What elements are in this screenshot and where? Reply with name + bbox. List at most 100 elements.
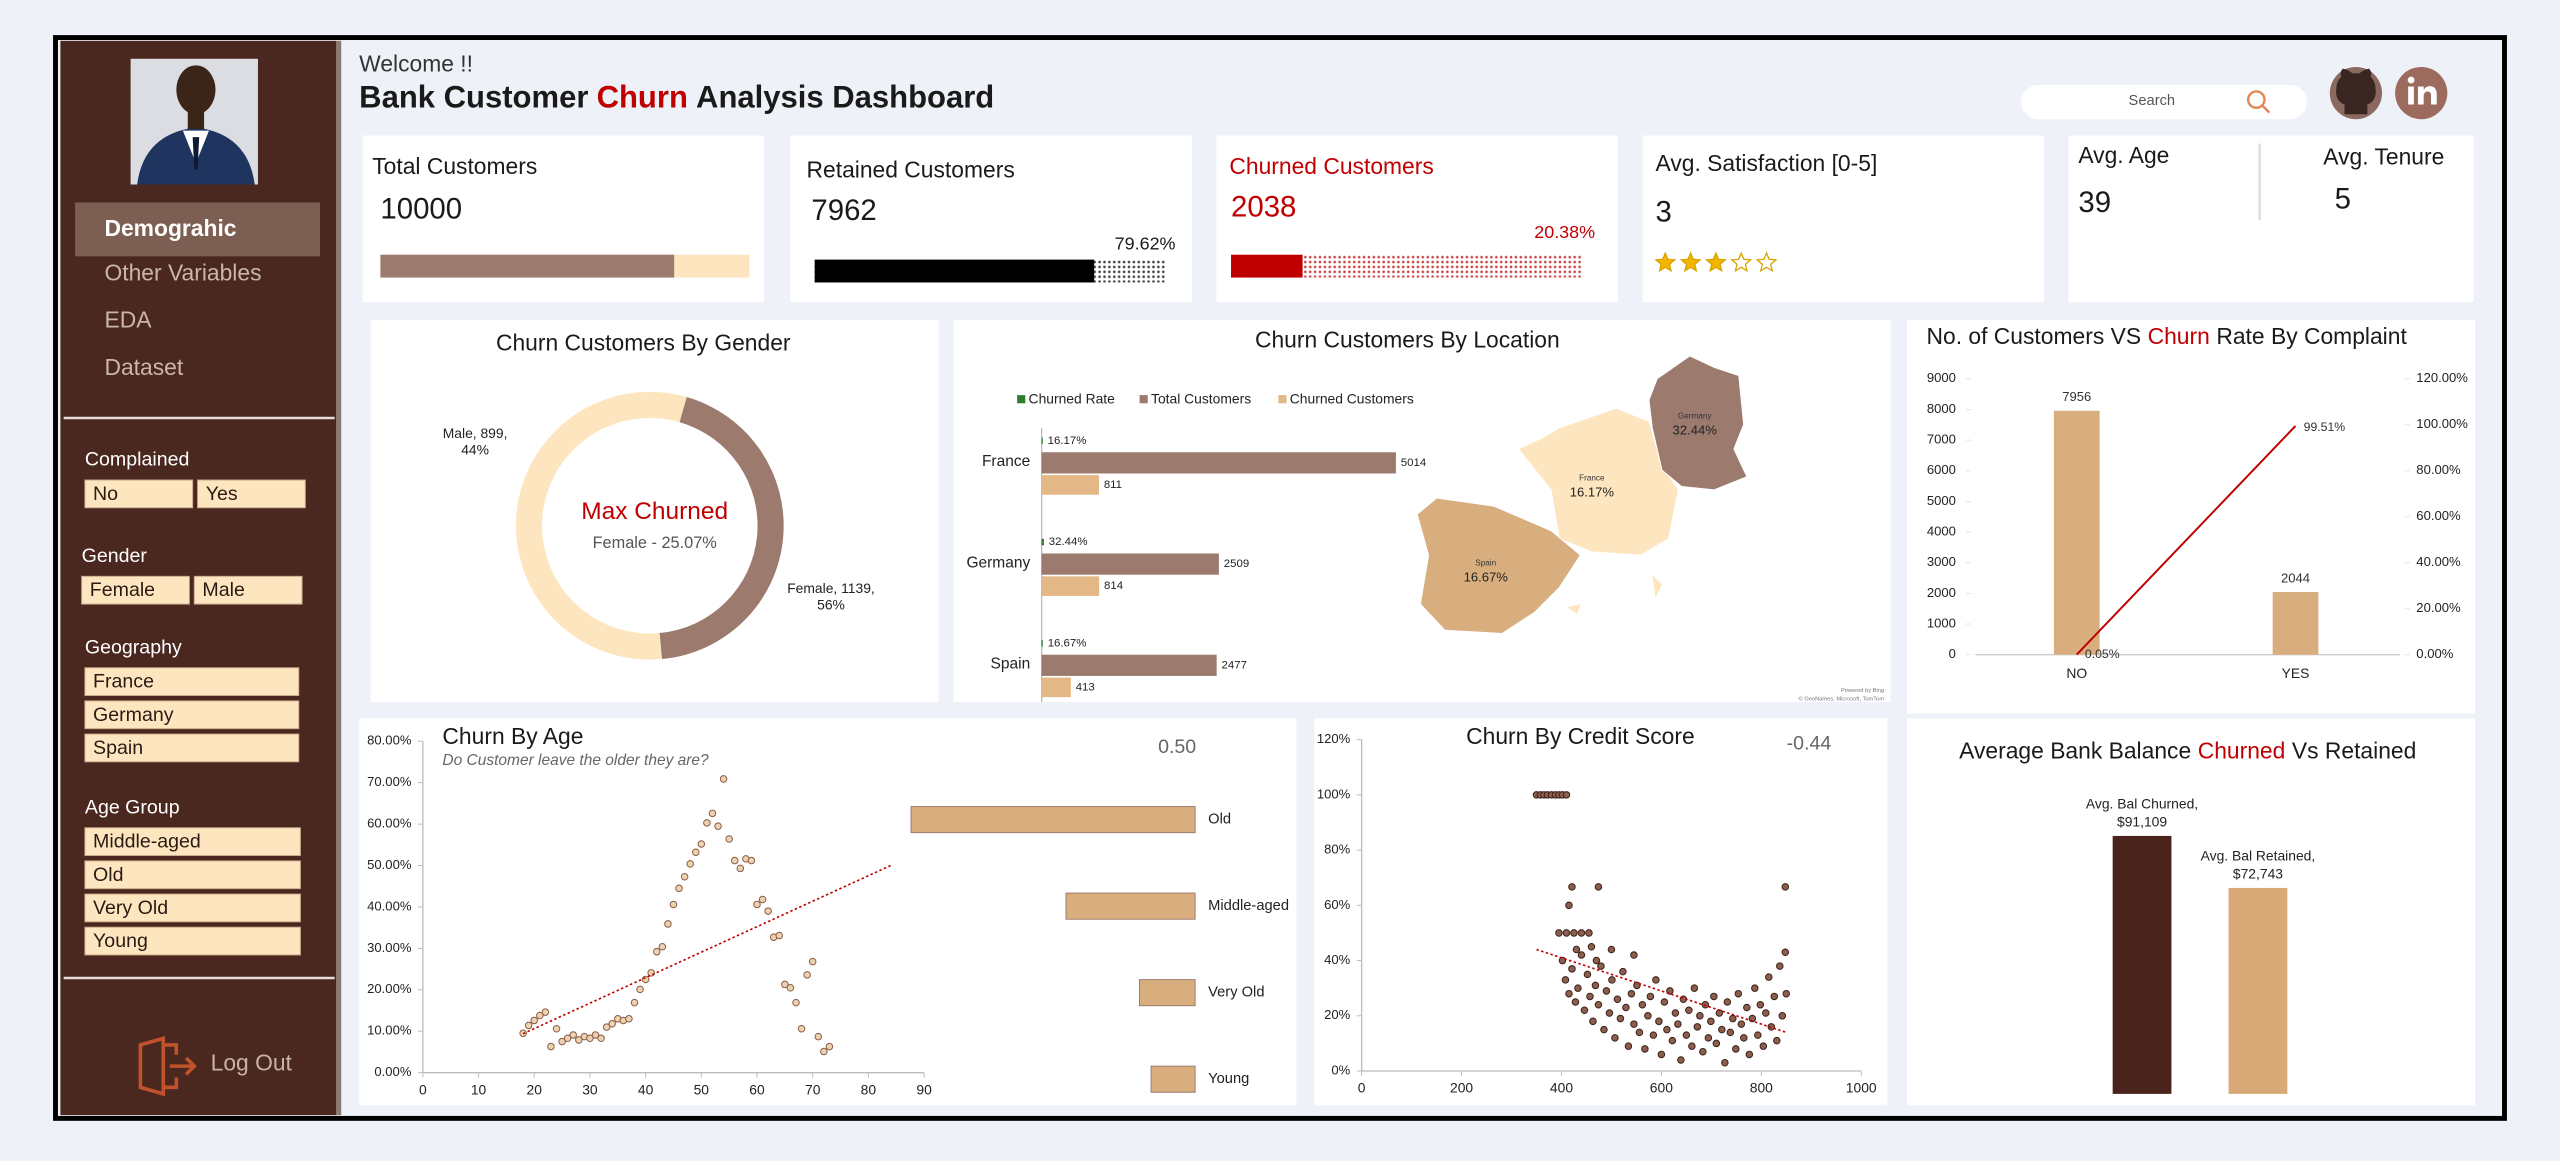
welcome-text: Welcome !! bbox=[359, 50, 473, 76]
scatter-point bbox=[1600, 1025, 1608, 1034]
filter-button[interactable] bbox=[84, 860, 301, 890]
y-tick-label: 4000 bbox=[1927, 524, 1956, 539]
scatter-point bbox=[786, 983, 795, 992]
scatter-point bbox=[1638, 1000, 1647, 1009]
scatter-point bbox=[1732, 1045, 1740, 1053]
filter-option[interactable]: No bbox=[93, 483, 118, 505]
map-label: France bbox=[1579, 474, 1605, 483]
logout-icon[interactable] bbox=[138, 1035, 197, 1097]
filter-button[interactable] bbox=[84, 667, 300, 697]
filter-option[interactable]: France bbox=[93, 671, 154, 693]
filter-button[interactable] bbox=[84, 926, 301, 956]
x-tick-label: 60 bbox=[749, 1081, 765, 1097]
scatter-point bbox=[608, 1020, 616, 1028]
scatter-point bbox=[1605, 1009, 1614, 1017]
x-tick-label: 30 bbox=[582, 1081, 598, 1097]
scatter-point bbox=[1770, 992, 1779, 1001]
rate-line bbox=[2076, 425, 2297, 656]
y2-tick-label: 60.00% bbox=[2416, 508, 2461, 523]
scatter-point bbox=[797, 1024, 806, 1033]
search-box[interactable] bbox=[2021, 84, 2307, 120]
kpi-bar bbox=[380, 254, 675, 278]
scatter-point bbox=[775, 931, 784, 940]
scatter-point bbox=[1611, 1034, 1619, 1042]
kpi-percent: 20.38% bbox=[1534, 222, 1595, 242]
chart-card bbox=[1906, 320, 2476, 714]
filter-button[interactable] bbox=[84, 827, 301, 857]
chart-card bbox=[1314, 718, 1888, 1106]
map-value: 16.67% bbox=[1464, 569, 1509, 584]
y-tick-label: 0 bbox=[1949, 646, 1956, 661]
scatter-point bbox=[1677, 1056, 1685, 1064]
legend-swatch bbox=[1139, 395, 1148, 404]
filter-option[interactable]: Male bbox=[202, 579, 245, 601]
chart-title: Churn By Age bbox=[442, 723, 583, 749]
data-label: 56% bbox=[817, 596, 845, 612]
y-tick-label: 9000 bbox=[1927, 370, 1956, 385]
filter-button[interactable] bbox=[84, 893, 301, 923]
filter-button[interactable] bbox=[84, 700, 300, 730]
scatter-point bbox=[1607, 945, 1616, 954]
y-tick-label: 1000 bbox=[1927, 615, 1956, 630]
y-tick-label: 40.00% bbox=[367, 898, 412, 913]
scatter-point bbox=[1685, 1006, 1693, 1015]
bar bbox=[1041, 553, 1219, 575]
scatter-point bbox=[686, 860, 694, 868]
kpi-value: 39 bbox=[2078, 186, 2111, 219]
scatter-point bbox=[1574, 984, 1582, 992]
category-label: Middle-aged bbox=[1208, 898, 1289, 914]
profile-photo bbox=[130, 58, 258, 185]
y-tick-label: 50.00% bbox=[367, 857, 412, 872]
scatter-point bbox=[1561, 976, 1570, 984]
scatter-point bbox=[1704, 1034, 1713, 1042]
rating-star bbox=[1704, 251, 1727, 273]
data-label: $72,743 bbox=[2233, 866, 2283, 882]
filter-option[interactable]: Old bbox=[93, 864, 123, 886]
filter-option[interactable]: Yes bbox=[206, 483, 238, 505]
filter-button[interactable] bbox=[84, 733, 300, 763]
scatter-point bbox=[1776, 962, 1784, 970]
correlation: 0.50 bbox=[1158, 736, 1196, 758]
scatter-point bbox=[1633, 981, 1641, 990]
map-label: Germany bbox=[1678, 411, 1712, 420]
filter-option[interactable]: Very Old bbox=[93, 897, 168, 919]
filter-option[interactable]: Young bbox=[93, 930, 148, 952]
github-icon[interactable] bbox=[2329, 66, 2383, 120]
search-placeholder[interactable]: Search bbox=[2129, 93, 2176, 109]
logout-label[interactable]: Log Out bbox=[211, 1050, 293, 1076]
menu-item[interactable]: Demograhic bbox=[104, 215, 236, 241]
menu-item[interactable]: Dataset bbox=[104, 354, 183, 380]
scatter-point bbox=[820, 1047, 828, 1056]
filter-option[interactable]: Spain bbox=[93, 737, 143, 759]
scatter-point bbox=[1737, 1020, 1746, 1028]
filter-button[interactable] bbox=[197, 479, 306, 509]
scatter-point bbox=[552, 1024, 561, 1033]
scatter-point bbox=[736, 864, 745, 873]
kpi-label: Avg. Tenure bbox=[2323, 143, 2444, 169]
filter-button[interactable] bbox=[193, 575, 303, 605]
filter-button[interactable] bbox=[81, 575, 190, 605]
filter-button[interactable] bbox=[84, 479, 194, 509]
filter-option[interactable]: Middle-aged bbox=[93, 831, 201, 853]
linkedin-icon[interactable] bbox=[2395, 66, 2448, 120]
title-part: Churn bbox=[2148, 323, 2210, 349]
filter-option[interactable]: Germany bbox=[93, 704, 174, 726]
scatter-point bbox=[1754, 1031, 1762, 1039]
kpi-bar bbox=[814, 259, 1095, 283]
scatter-point bbox=[524, 1021, 533, 1030]
scatter-point bbox=[1580, 1006, 1589, 1015]
menu-item[interactable]: EDA bbox=[104, 307, 152, 333]
category-label: Young bbox=[1208, 1071, 1249, 1087]
scatter-point bbox=[675, 884, 683, 893]
menu-item[interactable]: Other Variables bbox=[104, 259, 261, 285]
legend-swatch bbox=[1278, 395, 1287, 404]
filter-label: Age Group bbox=[85, 796, 180, 818]
scatter-point bbox=[1649, 1031, 1658, 1039]
scatter-point bbox=[1589, 1017, 1597, 1026]
scatter-point bbox=[1594, 883, 1603, 891]
title-part: Rate By Complaint bbox=[2216, 323, 2407, 349]
data-label: 2509 bbox=[1224, 558, 1249, 570]
filter-option[interactable]: Female bbox=[90, 579, 155, 601]
scatter-point bbox=[653, 947, 661, 956]
data-label: 811 bbox=[1104, 479, 1122, 491]
